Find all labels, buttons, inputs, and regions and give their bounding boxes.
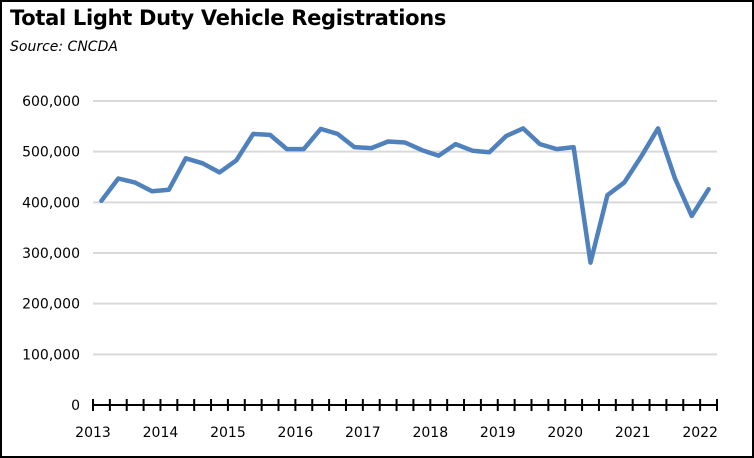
y-tick-label: 200,000 [22,297,80,313]
x-tick-label: 2015 [210,425,246,441]
x-axis [92,399,718,411]
y-tick-label: 500,000 [22,145,80,161]
y-tick-label: 400,000 [22,195,80,211]
series-layer [99,126,711,265]
y-tick-label: 0 [71,398,80,414]
y-tick-label: 300,000 [22,246,80,262]
y-tick-label: 100,000 [22,347,80,363]
x-tick-label: 2014 [143,425,179,441]
x-tick-label: 2021 [615,425,651,441]
series-line [99,126,711,265]
x-tick-label: 2019 [480,425,516,441]
x-axis-labels: 2013 2014 2015 2016 2017 2018 2019 2020 2021 2022 [75,425,718,441]
chart-title: Total Light Duty Vehicle Registrations [10,6,447,30]
x-tick-label: 2016 [278,425,314,441]
gridlines [93,100,717,356]
x-tick-label: 2018 [412,425,448,441]
y-axis-labels: 0 100,000 200,000 300,000 400,000 500,000 600,… [22,94,80,414]
chart-subtitle: Source: CNCDA [10,39,118,55]
x-tick-label: 2020 [547,425,583,441]
x-tick-label: 2017 [345,425,381,441]
y-tick-label: 600,000 [22,94,80,110]
x-tick-label: 2013 [75,425,111,441]
x-tick-label: 2022 [682,425,718,441]
